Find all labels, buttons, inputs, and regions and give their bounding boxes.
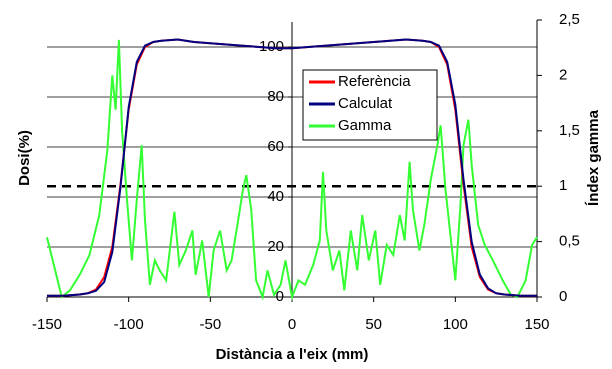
y2-axis-title: Índex gamma — [585, 109, 602, 206]
series-line — [46, 39, 538, 301]
x-tick-label: -100 — [114, 316, 144, 333]
x-tick-label: 0 — [288, 316, 296, 333]
x-tick-label: 50 — [365, 316, 382, 333]
x-tick-label: 100 — [443, 316, 468, 333]
y-tick-label: 20 — [267, 238, 284, 255]
y2-tick-label: 0 — [559, 288, 567, 305]
y-tick-label: 0 — [276, 288, 284, 305]
y-tick-label: 60 — [267, 138, 284, 155]
x-axis-title: Distància a l'eix (mm) — [216, 346, 369, 363]
legend-label: Calculat — [338, 95, 393, 112]
legend-label: Gamma — [338, 117, 392, 134]
y2-tick-label: 1,5 — [559, 122, 580, 139]
x-tick-label: 150 — [524, 316, 549, 333]
x-tick-label: -50 — [199, 316, 221, 333]
legend-label: Referència — [338, 73, 411, 90]
y-tick-label: 80 — [267, 88, 284, 105]
y2-tick-label: 2 — [559, 66, 567, 83]
y2-tick-label: 0,5 — [559, 233, 580, 250]
y-tick-label: 40 — [267, 188, 284, 205]
y-axis-title: Dosi(%) — [16, 130, 33, 186]
y2-tick-label: 2,5 — [559, 11, 580, 28]
y2-tick-label: 1 — [559, 177, 567, 194]
x-tick-label: -150 — [32, 316, 62, 333]
y-tick-label: 100 — [259, 38, 284, 55]
series-line — [47, 38, 537, 297]
